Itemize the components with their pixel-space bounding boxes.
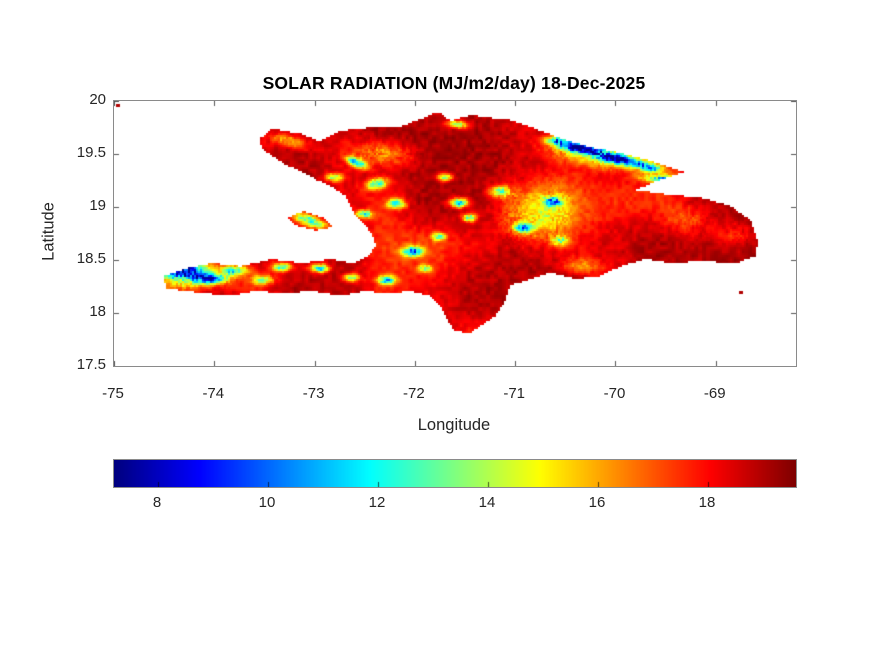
x-tick-label: -69 — [703, 385, 726, 402]
plot-area — [113, 100, 797, 367]
colorbar-tick-label: 10 — [258, 494, 276, 511]
y-tick-label: 20 — [89, 91, 106, 108]
x-tick-label: -74 — [202, 385, 225, 402]
colorbar-canvas — [114, 460, 796, 487]
x-tick-label: -71 — [503, 385, 526, 402]
x-axis-label: Longitude — [417, 416, 491, 434]
colorbar-tick-label: 8 — [152, 494, 162, 511]
x-tick-label: -70 — [603, 385, 626, 402]
y-axis-label: Latitude — [39, 202, 58, 261]
y-tick-label: 17.5 — [76, 356, 106, 373]
colorbar-tick-label: 12 — [368, 494, 386, 511]
colorbar-tick-label: 18 — [698, 494, 716, 511]
x-tick-label: -73 — [302, 385, 325, 402]
colorbar-tick-label: 16 — [588, 494, 606, 511]
colorbar-tick-label: 14 — [478, 494, 496, 511]
y-tick-label: 18.5 — [76, 250, 106, 267]
map-canvas — [114, 101, 796, 366]
y-tick-label: 18 — [89, 303, 106, 320]
y-tick-label: 19.5 — [76, 144, 106, 161]
x-tick-label: -75 — [102, 385, 124, 402]
y-tick-label: 19 — [89, 197, 106, 214]
chart-title: SOLAR RADIATION (MJ/m2/day) 18-Dec-2025 — [262, 73, 646, 93]
x-tick-label: -72 — [403, 385, 425, 402]
colorbar — [113, 459, 797, 488]
